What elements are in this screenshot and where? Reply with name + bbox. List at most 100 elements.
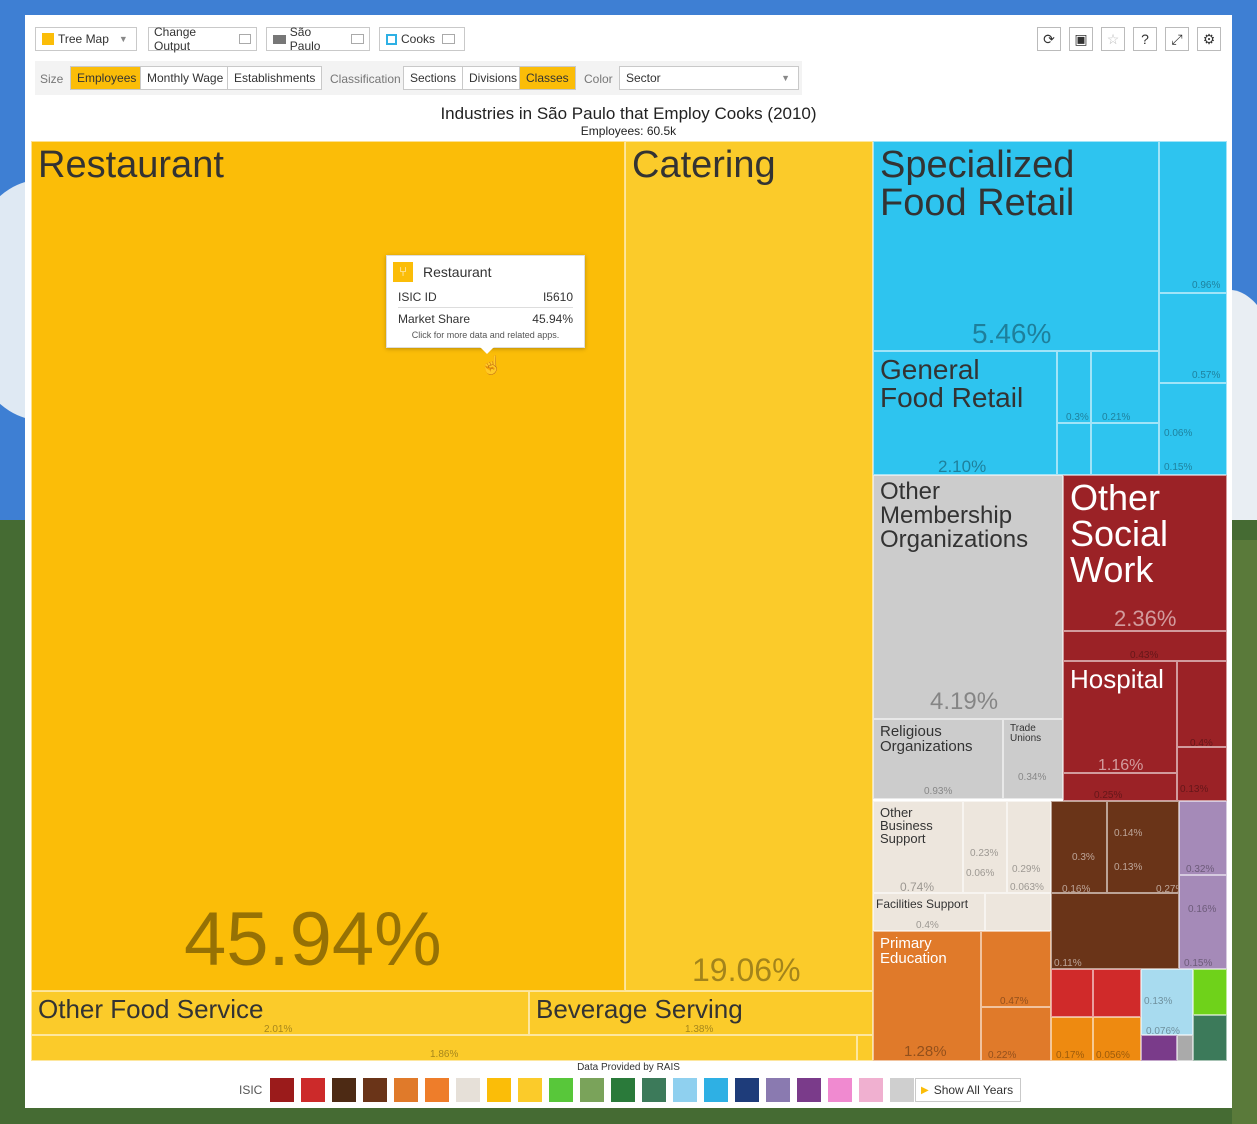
classification-option-classes[interactable]: Classes — [519, 66, 576, 90]
isic-sector-button-6[interactable] — [425, 1078, 449, 1102]
tooltip-isic-label: ISIC ID — [398, 290, 437, 304]
tile-hospital[interactable]: Hospital 1.16% — [1063, 661, 1177, 773]
isic-sector-button-16[interactable] — [735, 1078, 759, 1102]
occupation-icon — [386, 33, 397, 45]
tile-religious-organizations[interactable]: Religious Organizations 0.93% — [873, 719, 1003, 799]
tile-retail-e[interactable]: 0.21% — [1091, 351, 1159, 423]
tile-education-a[interactable]: 0.47% — [981, 931, 1051, 1007]
tile-share: 19.06% — [692, 952, 801, 988]
tile-orange-b[interactable]: 0.056% — [1093, 1017, 1141, 1061]
occupation-label: Cooks — [401, 32, 436, 46]
tooltip-share-value: 45.94% — [532, 312, 573, 326]
tile-retail-a[interactable]: 0.96% — [1159, 141, 1227, 293]
viz-type-dropdown[interactable]: Tree Map ▼ — [35, 27, 137, 51]
isic-sector-button-14[interactable] — [673, 1078, 697, 1102]
location-selector[interactable]: São Paulo — [266, 25, 370, 53]
tile-share: 2.36% — [1114, 606, 1177, 631]
tile-share: 0.06% — [966, 868, 995, 879]
app-panel: Tree Map ▼ Change Output São Paulo Cooks… — [25, 15, 1232, 1108]
isic-sector-button-18[interactable] — [797, 1078, 821, 1102]
settings-icon[interactable]: ⚙ — [1197, 27, 1221, 51]
classification-label: Classification — [330, 72, 401, 86]
tile-social-d[interactable]: 0.13% — [1177, 747, 1227, 801]
tile-specialized-food-retail[interactable]: Specialized Food Retail 5.46% — [873, 141, 1159, 351]
change-output-button[interactable]: Change Output — [148, 25, 257, 53]
tile-retail-b[interactable]: 0.57% — [1159, 293, 1227, 383]
size-option-monthly-wage[interactable]: Monthly Wage — [140, 66, 231, 90]
tile-retail-f[interactable] — [1057, 423, 1091, 475]
tile-red-a[interactable] — [1051, 969, 1093, 1017]
isic-sector-button-11[interactable] — [580, 1078, 604, 1102]
isic-sector-button-9[interactable] — [518, 1078, 542, 1102]
classification-option-divisions[interactable]: Divisions — [462, 66, 525, 90]
isic-sector-button-15[interactable] — [704, 1078, 728, 1102]
tooltip[interactable]: ⑂ Restaurant ISIC ID I5610 Market Share … — [386, 255, 585, 354]
help-icon[interactable]: ? — [1133, 27, 1157, 51]
show-all-years-button[interactable]: ▶ Show All Years — [915, 1078, 1021, 1102]
isic-sector-button-21[interactable] — [890, 1078, 914, 1102]
tile-other-food-service[interactable]: Other Food Service 2.01% — [31, 991, 529, 1035]
tile-retail-c[interactable]: 0.06% 0.15% — [1159, 383, 1227, 475]
isic-sector-button-13[interactable] — [642, 1078, 666, 1102]
tile-business-a[interactable]: 0.23% 0.06% — [963, 801, 1007, 893]
color-select[interactable]: Sector ▼ — [619, 66, 799, 90]
tile-green-b[interactable] — [1193, 1015, 1227, 1061]
isic-sector-button-2[interactable] — [301, 1078, 325, 1102]
tile-business-c[interactable] — [985, 893, 1051, 931]
star-icon[interactable]: ☆ — [1101, 27, 1125, 51]
tile-label: Catering — [632, 144, 776, 186]
tile-purple-a[interactable]: 0.32% — [1179, 801, 1227, 875]
tile-brown-b[interactable]: 0.14% 0.13% 0.27% — [1107, 801, 1179, 893]
tile-education-b[interactable]: 0.22% — [981, 1007, 1051, 1061]
isic-sector-button-7[interactable] — [456, 1078, 480, 1102]
tile-social-a[interactable]: 0.43% — [1063, 631, 1227, 661]
fullscreen-icon[interactable]: ⤢ — [1165, 27, 1189, 51]
tile-other-business-support[interactable]: Other Business Support 0.74% — [873, 801, 963, 893]
tile-trade-unions[interactable]: Trade Unions 0.34% — [1003, 719, 1063, 799]
occupation-selector[interactable]: Cooks — [379, 27, 465, 51]
isic-sector-button-4[interactable] — [363, 1078, 387, 1102]
tile-gray-a[interactable] — [1177, 1035, 1193, 1061]
isic-sector-button-10[interactable] — [549, 1078, 573, 1102]
classification-option-sections[interactable]: Sections — [403, 66, 464, 90]
tile-food-misc-2[interactable] — [857, 1035, 873, 1061]
isic-sector-button-8[interactable] — [487, 1078, 511, 1102]
tile-general-food-retail[interactable]: General Food Retail 2.10% — [873, 351, 1057, 475]
tile-social-c[interactable]: 0.25% — [1063, 773, 1177, 801]
isic-sector-button-12[interactable] — [611, 1078, 635, 1102]
isic-sector-button-19[interactable] — [828, 1078, 852, 1102]
tile-retail-d[interactable]: 0.3% — [1057, 351, 1091, 423]
tile-food-misc[interactable]: 1.86% — [31, 1035, 857, 1061]
tile-lightblue-a[interactable]: 0.13% 0.076% — [1141, 969, 1193, 1035]
isic-sector-button-5[interactable] — [394, 1078, 418, 1102]
tile-other-membership-organizations[interactable]: Other Membership Organizations 4.19% — [873, 475, 1063, 719]
size-option-establishments[interactable]: Establishments — [227, 66, 323, 90]
tile-catering[interactable]: Catering 19.06% — [625, 141, 873, 991]
tile-business-b[interactable]: 0.29% 0.063% — [1007, 801, 1051, 893]
tile-other-social-work[interactable]: Other Social Work 2.36% — [1063, 475, 1227, 631]
tile-retail-g[interactable] — [1091, 423, 1159, 475]
tile-beverage-serving[interactable]: Beverage Serving 1.38% — [529, 991, 873, 1035]
tile-primary-education[interactable]: Primary Education 1.28% — [873, 931, 981, 1061]
tile-share: 0.47% — [1000, 996, 1029, 1007]
size-option-employees[interactable]: Employees — [70, 66, 144, 90]
tile-purple-b[interactable]: 0.16% 0.15% — [1179, 875, 1227, 969]
tile-social-b[interactable]: 0.4% — [1177, 661, 1227, 747]
tile-share: 0.57% — [1192, 370, 1221, 381]
tile-orange-a[interactable]: 0.17% — [1051, 1017, 1093, 1061]
divider — [398, 307, 573, 308]
tile-brown-c[interactable]: 0.11% — [1051, 893, 1179, 969]
isic-sector-button-1[interactable] — [270, 1078, 294, 1102]
tile-purple-c[interactable] — [1141, 1035, 1177, 1061]
isic-sector-button-17[interactable] — [766, 1078, 790, 1102]
refresh-icon[interactable]: ⟳ — [1037, 27, 1061, 51]
isic-sector-button-20[interactable] — [859, 1078, 883, 1102]
isic-sector-button-3[interactable] — [332, 1078, 356, 1102]
show-all-years-label: Show All Years — [933, 1083, 1014, 1097]
tile-facilities-support[interactable]: Facilities Support 0.4% — [873, 893, 985, 931]
tile-brown-a[interactable]: 0.3% 0.16% — [1051, 801, 1107, 893]
tile-green-a[interactable] — [1193, 969, 1227, 1015]
tile-share: 0.34% — [1018, 772, 1047, 783]
save-icon[interactable]: ▣ — [1069, 27, 1093, 51]
tile-red-b[interactable] — [1093, 969, 1141, 1017]
